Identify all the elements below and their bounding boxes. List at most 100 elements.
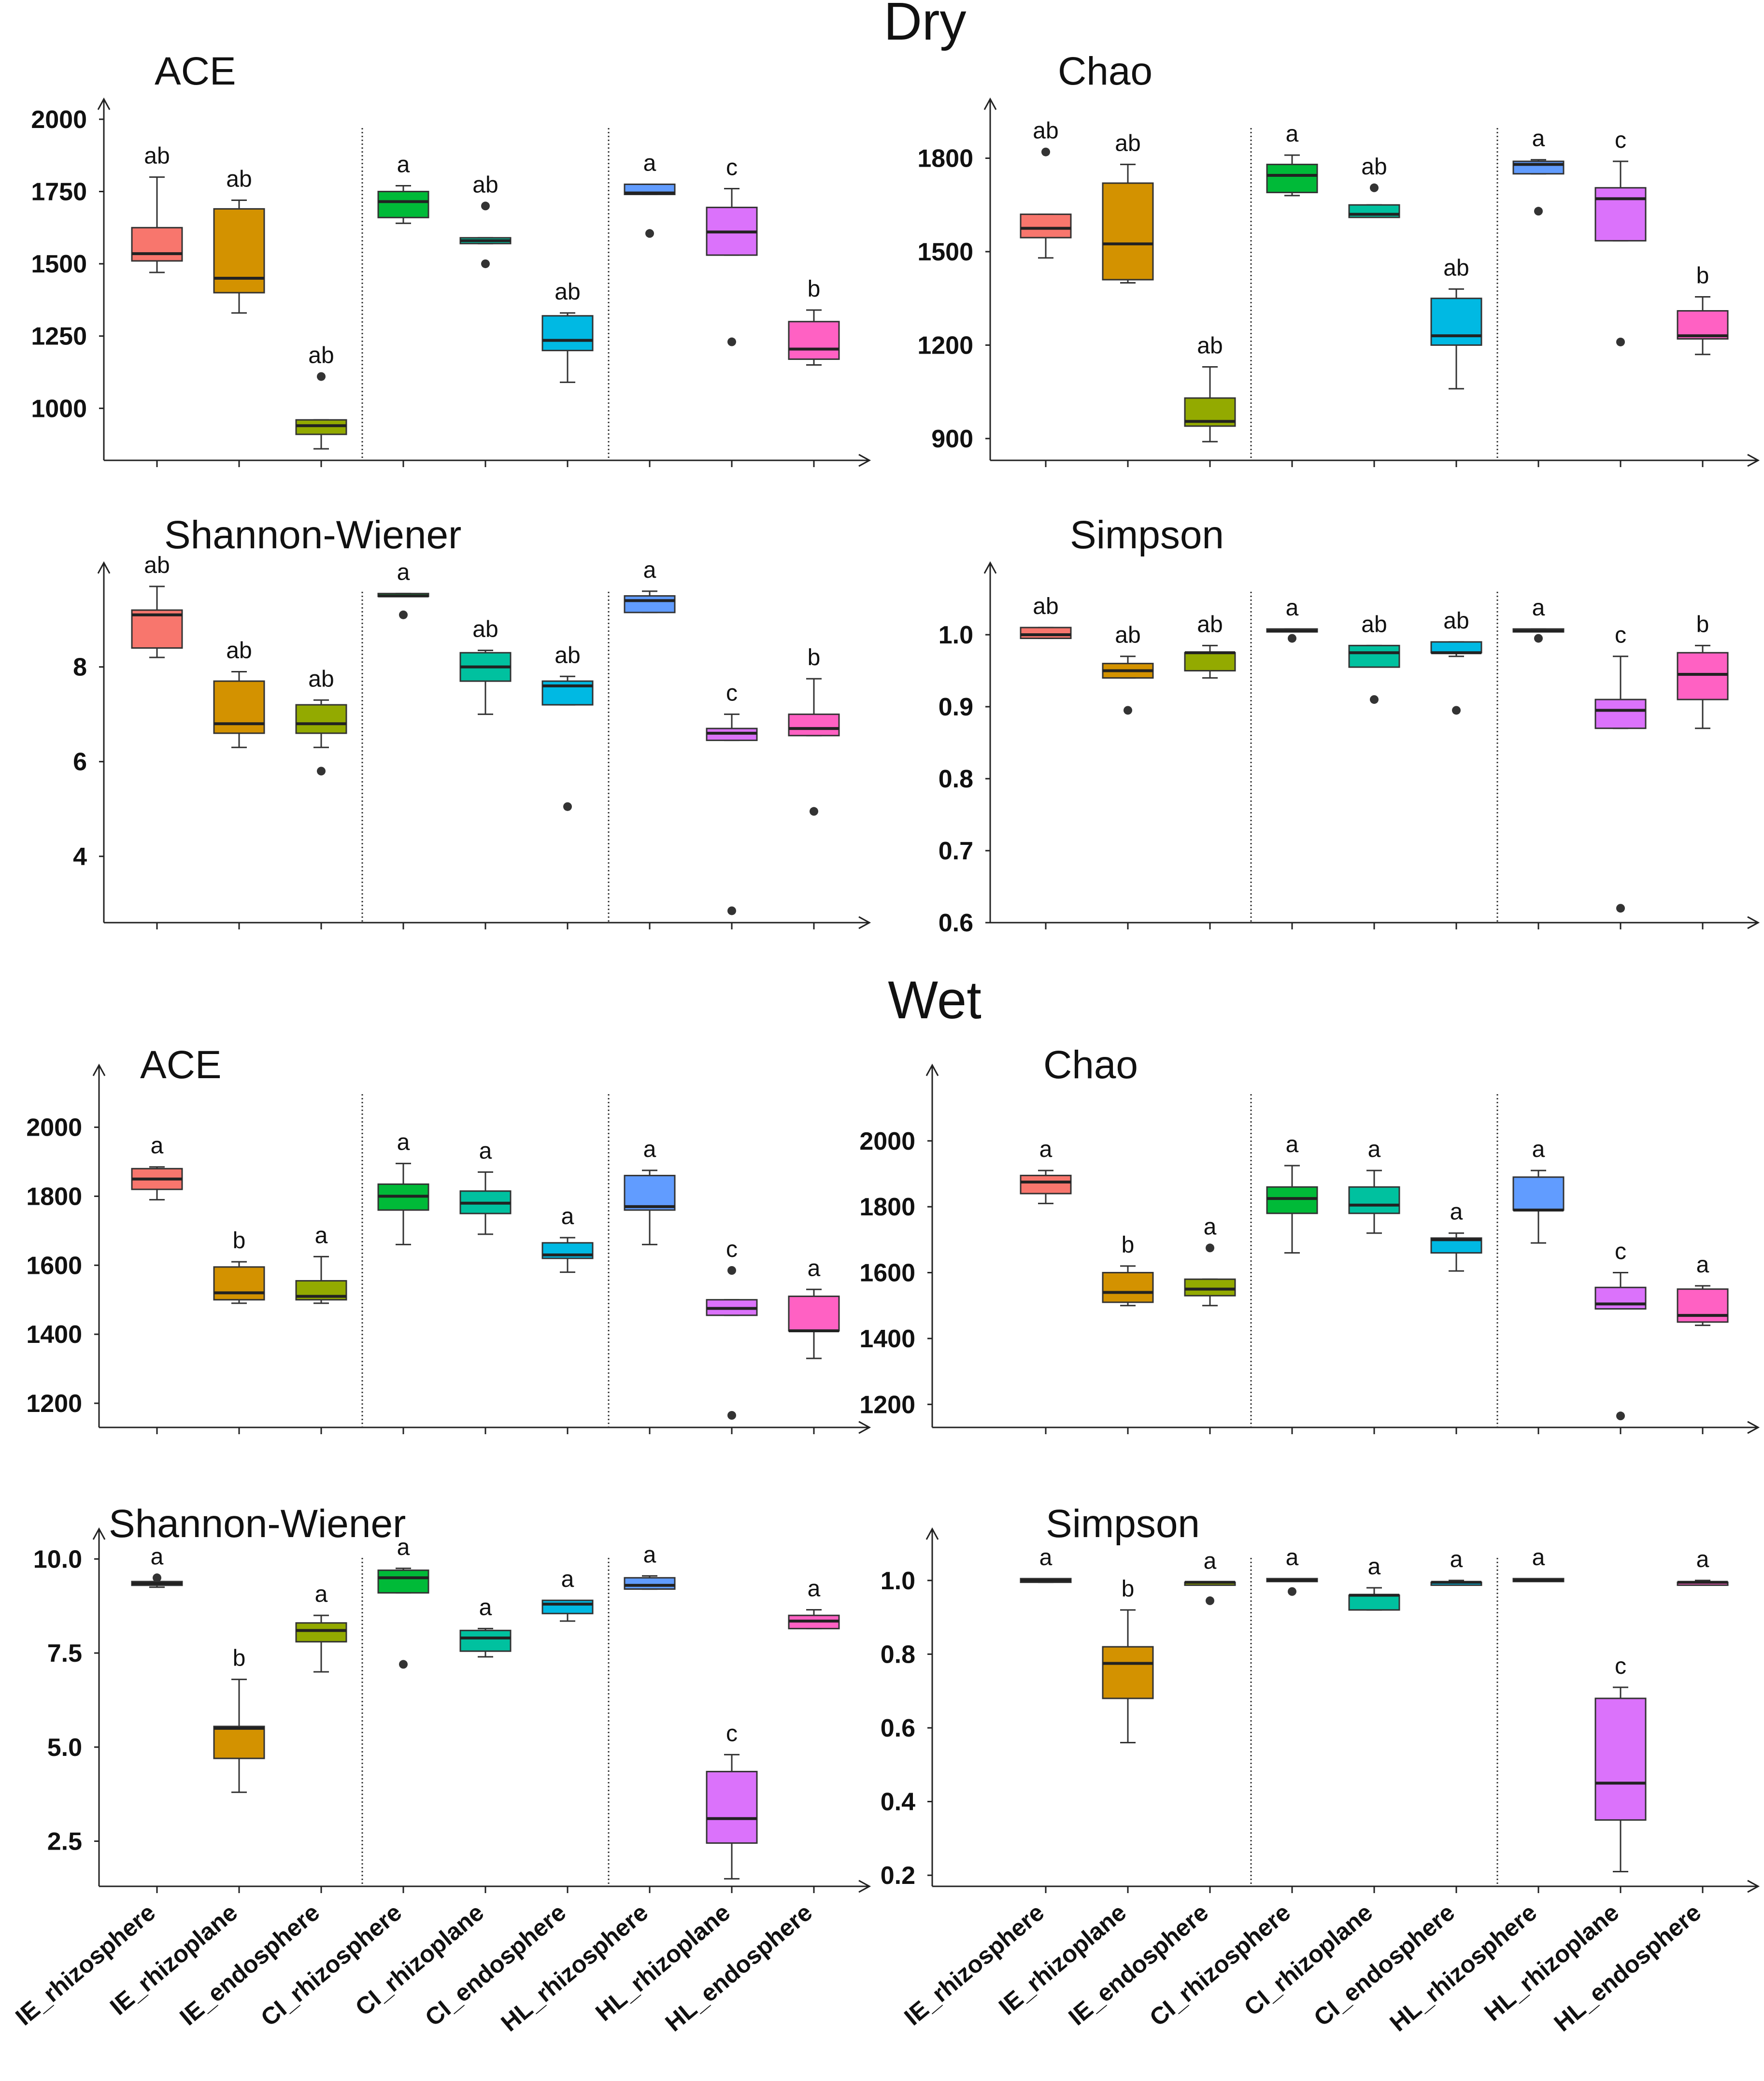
y-tick-label: 7.5 xyxy=(47,1639,82,1668)
box-HL_endosphere: b xyxy=(1677,263,1729,356)
box-body xyxy=(1677,652,1729,700)
significance-letter: ab xyxy=(1361,154,1387,180)
box-IE_rhizoplane: b xyxy=(1102,1232,1154,1307)
box-IE_rhizosphere: ab xyxy=(1020,118,1072,259)
significance-letter: a xyxy=(1532,595,1545,621)
y-tick-label: 1500 xyxy=(917,238,973,266)
outlier-point xyxy=(1370,695,1379,704)
box-body xyxy=(459,1629,512,1652)
y-tick-label: 1200 xyxy=(917,331,973,359)
box-IE_endosphere: ab xyxy=(1184,333,1236,442)
y-axis-arrow xyxy=(925,1527,939,1540)
panel-dry-simpson: Simpson 0.6 0.7 0.8 0.9 1.0 ab ab ab a ab ab a c b xyxy=(939,513,1760,937)
y-tick-label: 1.0 xyxy=(939,621,973,649)
panel-title: ACE xyxy=(140,1043,222,1087)
significance-letter: a xyxy=(643,151,656,176)
significance-letter: b xyxy=(808,645,821,670)
significance-letter: a xyxy=(1368,1137,1381,1162)
significance-letter: ab xyxy=(1443,608,1469,634)
box-HL_rhizoplane: c xyxy=(706,681,758,915)
y-tick-label: 2.5 xyxy=(47,1828,82,1856)
significance-letter: b xyxy=(1696,612,1709,637)
significance-letter: b xyxy=(233,1646,246,1671)
significance-letter: ab xyxy=(308,342,334,368)
y-tick-label: 0.6 xyxy=(939,909,973,937)
box-body xyxy=(1020,214,1072,239)
y-tick-label: 2000 xyxy=(859,1127,915,1155)
outlier-point xyxy=(727,906,736,915)
box-CI_endosphere: a xyxy=(541,1204,594,1273)
significance-letter: a xyxy=(151,1544,164,1569)
outlier-point xyxy=(563,802,572,811)
outlier-point xyxy=(1616,904,1625,913)
box-IE_rhizoplane: ab xyxy=(1102,130,1154,284)
significance-letter: ab xyxy=(1197,612,1223,637)
y-tick-label: 0.4 xyxy=(881,1788,915,1816)
box-CI_rhizoplane: ab xyxy=(1348,154,1400,218)
y-tick-label: 1800 xyxy=(917,145,973,173)
box-HL_rhizosphere: a xyxy=(1512,1137,1565,1244)
y-tick-label: 1800 xyxy=(26,1183,82,1211)
box-body xyxy=(1348,1594,1400,1611)
box-body xyxy=(706,1770,758,1844)
significance-letter: b xyxy=(1122,1232,1135,1258)
box-body xyxy=(1102,1646,1154,1699)
box-body xyxy=(295,1622,347,1643)
significance-letter: a xyxy=(397,1130,410,1155)
box-body xyxy=(1184,652,1236,671)
significance-letter: a xyxy=(397,152,410,178)
box-body xyxy=(1348,644,1400,668)
box-body xyxy=(213,680,265,734)
significance-letter: a xyxy=(1286,595,1299,621)
box-body xyxy=(788,321,840,360)
y-axis-arrow xyxy=(97,561,111,574)
box-IE_rhizosphere: ab xyxy=(131,553,183,658)
significance-letter: ab xyxy=(226,638,252,663)
box-body xyxy=(1594,1286,1647,1310)
significance-letter: ab xyxy=(144,143,170,169)
y-tick-label: 0.7 xyxy=(939,837,973,865)
box-IE_rhizosphere: a xyxy=(1020,1545,1072,1583)
significance-letter: a xyxy=(1450,1199,1463,1225)
y-tick-label: 0.9 xyxy=(939,693,973,721)
y-tick-label: 0.2 xyxy=(881,1862,915,1890)
box-IE_rhizosphere: a xyxy=(1020,1137,1072,1204)
y-tick-label: 1600 xyxy=(859,1259,915,1287)
y-tick-label: 6 xyxy=(73,748,87,776)
panel-title: Chao xyxy=(1043,1043,1138,1087)
significance-letter: ab xyxy=(472,616,498,642)
outlier-point xyxy=(1370,183,1379,192)
outlier-point xyxy=(810,807,818,816)
outlier-point xyxy=(317,372,326,381)
y-axis-arrow xyxy=(983,561,997,574)
y-tick-label: 1800 xyxy=(859,1193,915,1221)
significance-letter: ab xyxy=(144,553,170,578)
box-HL_rhizosphere: a xyxy=(624,1542,676,1590)
significance-letter: a xyxy=(479,1595,492,1620)
significance-letter: a xyxy=(315,1582,328,1607)
outlier-point xyxy=(727,1266,736,1275)
significance-letter: a xyxy=(479,1138,492,1164)
box-IE_rhizoplane: ab xyxy=(1102,623,1154,715)
box-IE_endosphere: ab xyxy=(295,342,347,450)
box-body xyxy=(1430,298,1482,346)
box-CI_rhizosphere: a xyxy=(1266,1545,1318,1596)
box-CI_rhizoplane: ab xyxy=(1348,612,1400,704)
box-HL_endosphere: a xyxy=(1677,1547,1729,1586)
box-IE_endosphere: ab xyxy=(1184,612,1236,679)
box-IE_endosphere: a xyxy=(295,1582,347,1673)
box-HL_rhizoplane: c xyxy=(1594,128,1647,346)
significance-letter: a xyxy=(151,1133,164,1159)
significance-letter: b xyxy=(808,276,821,302)
significance-letter: ab xyxy=(1443,255,1469,281)
box-CI_rhizosphere: a xyxy=(377,1130,429,1245)
box-CI_rhizosphere: a xyxy=(377,152,429,224)
significance-letter: a xyxy=(1450,1547,1463,1572)
significance-letter: c xyxy=(1615,1239,1626,1265)
significance-letter: a xyxy=(397,1535,410,1560)
outlier-point xyxy=(645,229,654,238)
significance-letter: a xyxy=(1532,1137,1545,1162)
box-CI_rhizosphere: a xyxy=(1266,1132,1318,1254)
significance-letter: a xyxy=(1039,1545,1053,1570)
